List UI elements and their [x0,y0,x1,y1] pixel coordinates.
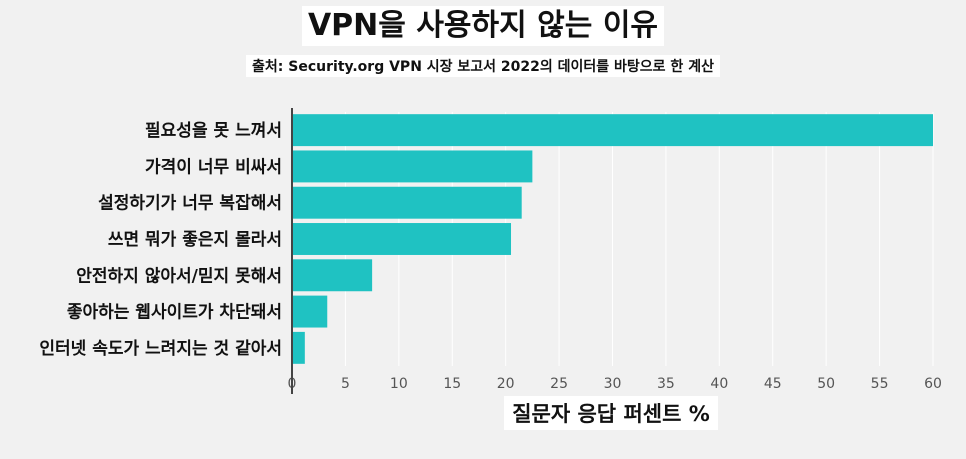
x-axis-label: 질문자 응답 퍼센트 % [504,396,718,430]
chart-subtitle: 출처: Security.org VPN 시장 보고서 2022의 데이터를 바… [246,55,720,77]
chart-title: VPN을 사용하지 않는 이유 [301,6,665,46]
x-tick-label: 55 [871,376,889,392]
bar [292,331,305,364]
category-label: 인터넷 속도가 느려지는 것 같아서 [39,339,282,359]
bars [292,114,933,364]
category-label: 필요성을 못 느껴서 [145,121,282,141]
chart-title-container: VPN을 사용하지 않는 이유 [0,6,966,46]
x-tick-label: 45 [764,376,782,392]
x-tick-label: 20 [497,376,515,392]
x-tick-label: 40 [710,376,728,392]
x-tick-label: 60 [924,376,942,392]
bar [292,259,373,292]
x-tick-label: 5 [341,376,350,392]
bar [292,186,522,219]
x-tick-label: 10 [390,376,408,392]
bar [292,223,512,255]
category-label: 설정하기가 너무 복잡해서 [98,194,282,214]
category-label: 쓰면 뭐가 좋은지 몰라서 [108,229,282,250]
x-tick-label: 25 [550,376,568,392]
x-tick-labels: 051015202530354045505560 [288,376,942,392]
bar [292,295,328,328]
x-tick-label: 35 [657,376,675,392]
x-tick-label: 30 [604,376,622,392]
category-label: 좋아하는 웹사이트가 차단돼서 [67,303,282,323]
category-label: 가격이 너무 비싸서 [145,157,282,177]
chart-subtitle-container: 출처: Security.org VPN 시장 보고서 2022의 데이터를 바… [0,55,966,77]
x-tick-label: 50 [817,376,835,392]
x-tick-label: 15 [443,376,461,392]
bar [292,114,933,147]
category-label: 안전하지 않아서/믿지 못해서 [76,266,282,286]
x-axis-label-container: 질문자 응답 퍼센트 % [291,396,931,430]
bar [292,150,533,183]
